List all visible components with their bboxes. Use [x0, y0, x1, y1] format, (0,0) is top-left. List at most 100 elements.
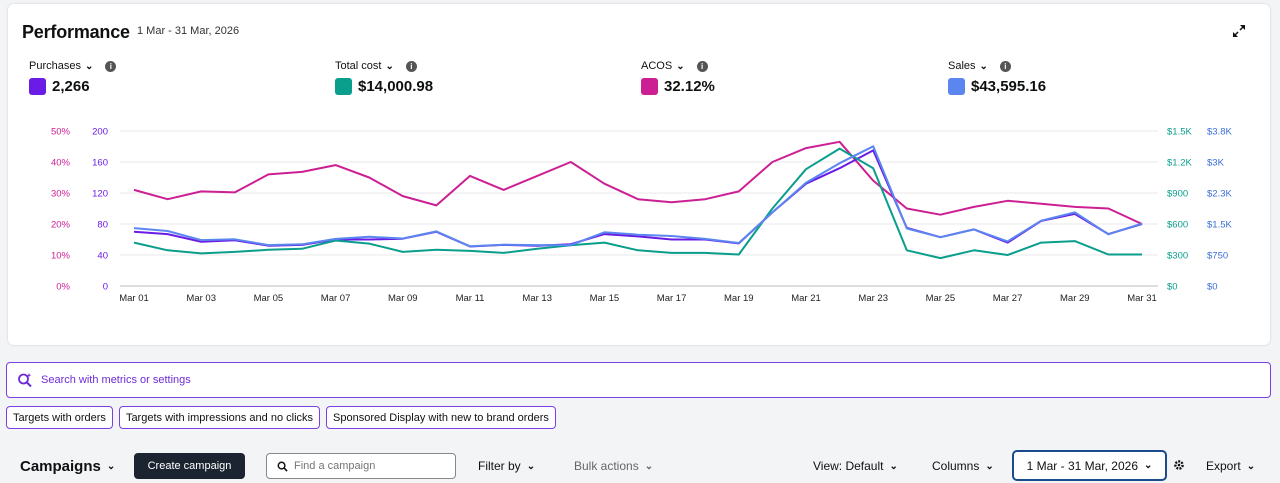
export-dropdown[interactable]: Export ⌄ — [1206, 459, 1255, 473]
find-campaign-input[interactable] — [294, 460, 444, 472]
y-tick-label: 120 — [92, 189, 108, 200]
x-tick-label: Mar 19 — [724, 293, 754, 304]
chevron-down-icon: ⌄ — [1144, 460, 1153, 471]
x-tick-label: Mar 23 — [858, 293, 888, 304]
y-tick-label: $3.8K — [1207, 127, 1232, 138]
y-tick-label: 40 — [97, 251, 108, 262]
y-tick-label: $750 — [1207, 251, 1228, 262]
x-tick-label: Mar 05 — [254, 293, 284, 304]
chevron-down-icon: ⌄ — [84, 60, 94, 72]
chevron-down-icon: ⌄ — [979, 60, 988, 72]
y-tick-label: 80 — [97, 220, 108, 231]
y-tick-label: $2.3K — [1207, 189, 1232, 200]
y-tick-label: 160 — [92, 158, 108, 169]
chevron-down-icon: ⌄ — [1246, 460, 1256, 472]
metric-total-cost[interactable]: Total cost ⌄ i $14,000.98 — [335, 60, 433, 95]
color-swatch — [641, 78, 658, 95]
y-tick-label: $600 — [1167, 220, 1188, 231]
chip-targets-with-orders[interactable]: Targets with orders — [6, 406, 113, 429]
filter-label: Filter by — [478, 459, 521, 473]
chevron-down-icon: ⌄ — [385, 60, 394, 72]
export-label: Export — [1206, 459, 1241, 473]
y-tick-label: $1.2K — [1167, 158, 1192, 169]
performance-date-range: 1 Mar - 31 Mar, 2026 — [137, 25, 240, 37]
y-tick-label: 50% — [51, 127, 71, 138]
x-tick-label: Mar 03 — [186, 293, 216, 304]
create-campaign-button[interactable]: Create campaign — [134, 453, 245, 479]
bulk-label: Bulk actions — [574, 459, 639, 473]
chevron-down-icon: ⌄ — [985, 460, 994, 472]
metric-value: $43,595.16 — [971, 78, 1047, 95]
chip-targets-impressions-no-clicks[interactable]: Targets with impressions and no clicks — [118, 406, 321, 429]
metric-sales[interactable]: Sales ⌄ i $43,595.16 — [948, 60, 1046, 95]
metric-value: 32.12% — [664, 78, 715, 95]
chevron-down-icon: ⌄ — [676, 60, 685, 72]
find-campaign-field[interactable] — [266, 453, 456, 479]
metric-label: Sales — [948, 60, 976, 72]
expand-icon[interactable] — [1232, 24, 1246, 38]
y-tick-label: 20% — [51, 220, 71, 231]
view-dropdown[interactable]: View: Default ⌄ — [813, 459, 898, 473]
search-sparkle-icon — [18, 373, 32, 388]
y-tick-label: $300 — [1167, 251, 1188, 262]
date-range-label: 1 Mar - 31 Mar, 2026 — [1026, 458, 1138, 473]
suggestion-chips: Targets with orders Targets with impress… — [6, 406, 556, 429]
metric-label: Purchases — [29, 60, 81, 72]
y-tick-label: $1.5K — [1207, 220, 1232, 231]
performance-card: Performance 1 Mar - 31 Mar, 2026 Purchas… — [8, 4, 1270, 345]
y-tick-label: 40% — [51, 158, 71, 169]
x-tick-label: Mar 29 — [1060, 293, 1090, 304]
metric-label: Total cost — [335, 60, 382, 72]
x-tick-label: Mar 07 — [321, 293, 351, 304]
date-range-picker[interactable]: 1 Mar - 31 Mar, 2026 ⌄ — [1012, 450, 1167, 481]
chevron-down-icon: ⌄ — [889, 460, 898, 472]
search-placeholder: Search with metrics or settings — [41, 374, 191, 386]
y-tick-label: 30% — [51, 189, 71, 200]
columns-dropdown[interactable]: Columns ⌄ — [932, 459, 994, 473]
page-title: Performance — [22, 22, 130, 42]
x-tick-label: Mar 01 — [119, 293, 149, 304]
filter-by-dropdown[interactable]: Filter by ⌄ — [478, 459, 535, 473]
y-tick-label: 200 — [92, 127, 108, 138]
campaigns-toolbar: Campaigns ⌄ Create campaign Filter by ⌄ Bu… — [0, 450, 1280, 482]
color-swatch — [948, 78, 965, 95]
y-tick-label: 0% — [56, 282, 70, 293]
metrics-search-bar[interactable]: Search with metrics or settings — [6, 362, 1271, 398]
x-tick-label: Mar 31 — [1127, 293, 1157, 304]
chevron-down-icon: ⌄ — [526, 460, 536, 472]
chip-sponsored-display-ntb[interactable]: Sponsored Display with new to brand orde… — [326, 406, 556, 429]
view-label: View: Default — [813, 459, 884, 473]
color-swatch — [335, 78, 352, 95]
gear-icon[interactable] — [1173, 459, 1185, 471]
metric-purchases[interactable]: Purchases ⌄ i 2,266 — [29, 60, 117, 95]
y-tick-label: $1.5K — [1167, 127, 1192, 138]
info-icon[interactable]: i — [105, 60, 117, 72]
info-icon[interactable]: i — [696, 60, 708, 72]
x-tick-label: Mar 25 — [926, 293, 956, 304]
metric-value: $14,000.98 — [358, 78, 434, 95]
color-swatch — [29, 78, 46, 95]
x-tick-label: Mar 15 — [590, 293, 620, 304]
bulk-actions-dropdown[interactable]: Bulk actions ⌄ — [574, 459, 653, 473]
info-icon[interactable]: i — [405, 60, 417, 72]
columns-label: Columns — [932, 459, 980, 473]
chevron-down-icon: ⌄ — [106, 461, 116, 472]
y-tick-label: $900 — [1167, 189, 1188, 200]
metric-value: 2,266 — [52, 78, 90, 95]
metric-acos[interactable]: ACOS ⌄ i 32.12% — [641, 60, 715, 95]
y-tick-label: 0 — [103, 282, 108, 293]
campaigns-dropdown[interactable]: Campaigns ⌄ — [20, 458, 115, 475]
x-tick-label: Mar 13 — [522, 293, 552, 304]
x-tick-label: Mar 11 — [456, 293, 485, 304]
x-tick-label: Mar 21 — [791, 293, 821, 304]
y-tick-label: $3K — [1207, 158, 1225, 169]
metric-label: ACOS — [641, 60, 673, 72]
y-tick-label: $0 — [1207, 282, 1218, 293]
x-tick-label: Mar 27 — [993, 293, 1023, 304]
campaigns-label: Campaigns — [20, 458, 101, 475]
y-tick-label: $0 — [1167, 282, 1178, 293]
info-icon[interactable]: i — [999, 60, 1011, 72]
x-tick-label: Mar 09 — [388, 293, 418, 304]
series-line-total-cost — [133, 147, 1142, 260]
y-tick-label: 10% — [51, 251, 71, 262]
